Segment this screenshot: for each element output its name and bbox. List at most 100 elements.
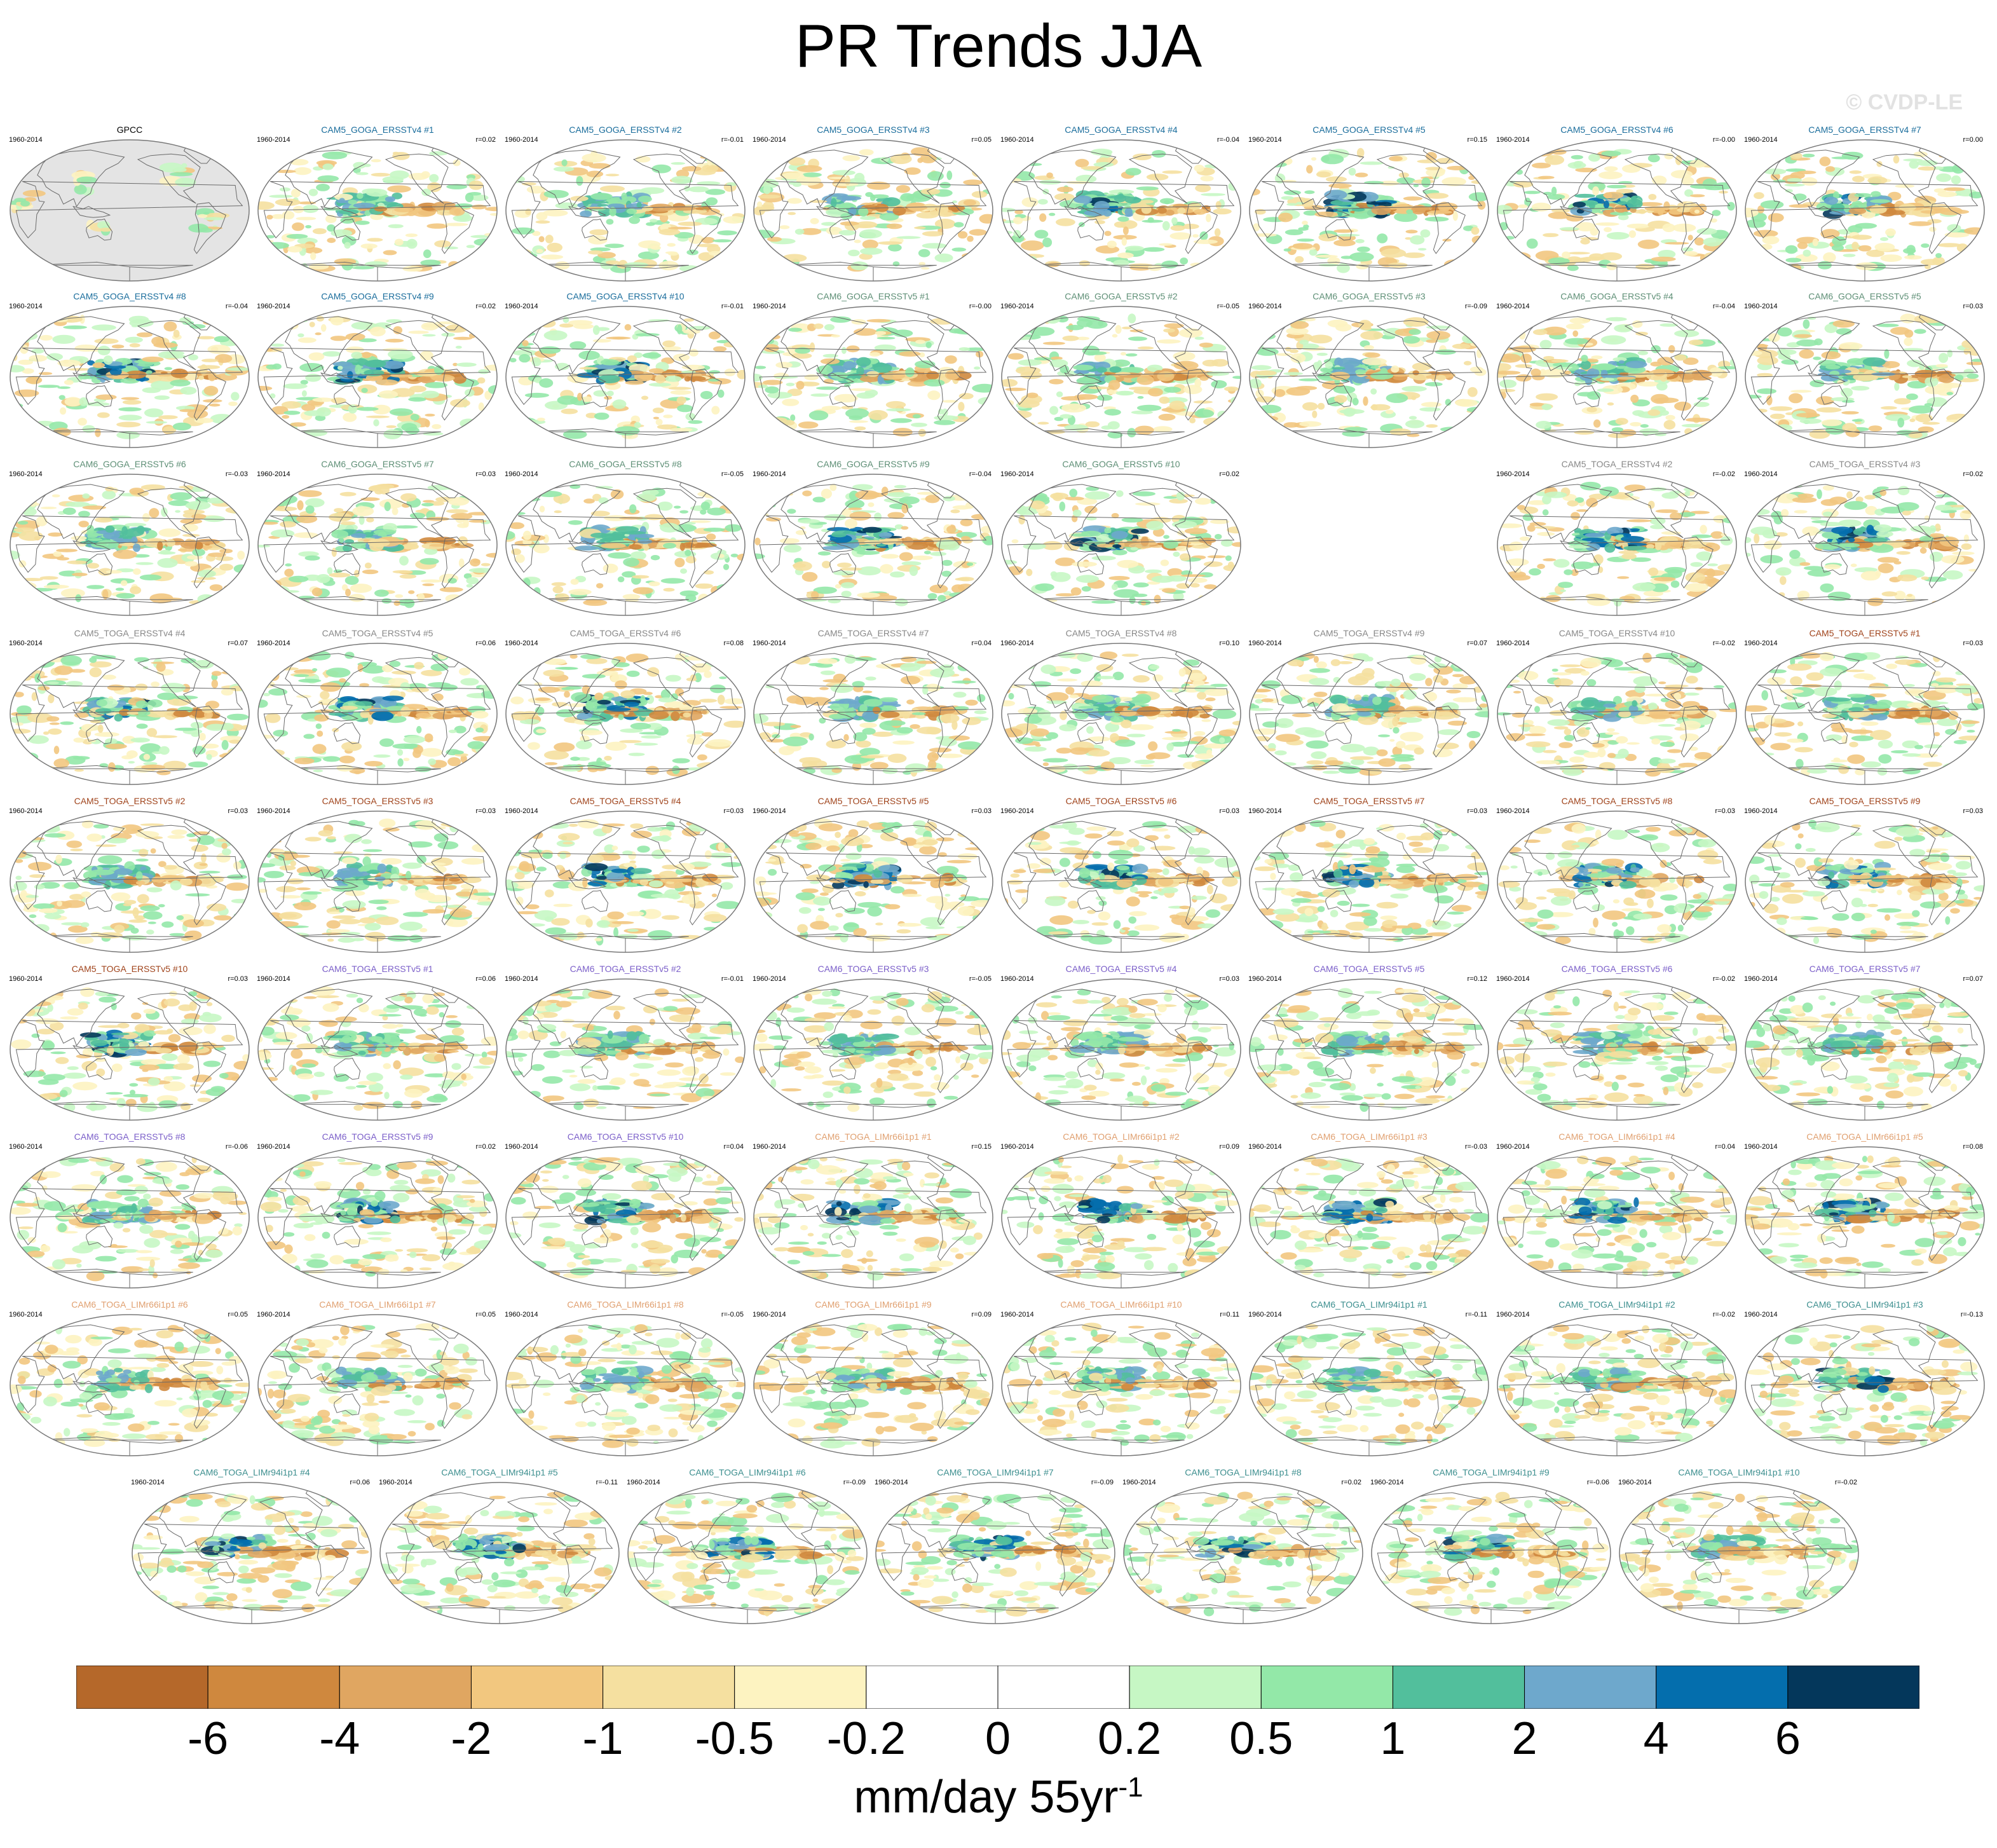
trend-blob: [680, 568, 687, 574]
trend-blob: [808, 410, 829, 421]
trend-blob: [392, 570, 413, 574]
trend-blob: [941, 570, 952, 577]
trend-blob: [636, 202, 642, 208]
trend-blob: [72, 572, 88, 577]
trend-blob: [1276, 432, 1295, 439]
trend-blob: [203, 212, 210, 215]
trend-blob: [1592, 186, 1599, 196]
trend-blob: [192, 548, 205, 556]
trend-blob: [130, 586, 142, 594]
trend-blob: [1302, 221, 1308, 225]
trend-blob: [339, 491, 357, 496]
trend-blob: [1421, 402, 1442, 407]
trend-blob: [275, 198, 301, 206]
trend-blob: [934, 420, 956, 425]
trend-blob: [569, 341, 587, 350]
trend-blob: [828, 177, 849, 179]
map-panel: CAM5_GOGA_ERSSTv4 #1 1960-2014 r=0.02: [257, 125, 498, 282]
trend-blob: [294, 532, 318, 538]
trend-blob: [308, 189, 318, 196]
trend-blob: [1096, 367, 1107, 373]
trend-blob: [921, 188, 941, 195]
trend-blob: [1398, 172, 1409, 178]
trend-blob: [39, 334, 53, 341]
trend-blob: [1639, 428, 1659, 434]
trend-blob: [1523, 191, 1541, 195]
trend-blob: [417, 593, 425, 602]
trend-blob: [392, 507, 399, 516]
trend-blob: [655, 374, 665, 384]
trend-blob: [573, 324, 594, 329]
trend-blob: [103, 355, 113, 365]
trend-blob: [1420, 229, 1431, 238]
trend-blob: [166, 538, 175, 547]
trend-blob: [118, 414, 142, 421]
trend-blob: [1951, 175, 1961, 185]
trend-blob: [305, 225, 311, 229]
trend-blob: [1801, 177, 1818, 186]
panel-title: CAM5_GOGA_ERSSTv4 #1: [321, 125, 434, 135]
trend-blob: [355, 221, 370, 225]
trend-blob: [583, 498, 595, 504]
trend-blob: [330, 336, 347, 341]
trend-blob: [943, 496, 955, 502]
trend-blob: [1471, 226, 1480, 235]
trend-blob: [481, 563, 491, 566]
coastline: [1077, 219, 1105, 241]
trend-blob: [1355, 239, 1365, 243]
trend-blob: [868, 502, 875, 507]
trend-blob: [1084, 505, 1098, 514]
trend-blob: [590, 193, 613, 200]
trend-blob: [348, 404, 357, 414]
trend-blob: [1840, 388, 1853, 397]
trend-blob: [163, 321, 177, 332]
trend-blob: [334, 508, 344, 513]
trend-blob: [1084, 491, 1110, 500]
trend-blob: [371, 159, 381, 163]
trend-blob: [606, 336, 631, 340]
coastline: [1064, 205, 1103, 218]
trend-blob: [1497, 371, 1521, 375]
panel-title: CAM6_GOGA_ERSSTv5 #4: [1560, 291, 1673, 301]
trend-blob: [1314, 254, 1338, 258]
trend-blob: [24, 197, 36, 202]
trend-blob: [146, 421, 168, 424]
map-panel: CAM6_GOGA_ERSSTv5 #2 1960-2014 r=-0.05: [1000, 291, 1242, 449]
trend-blob: [129, 488, 144, 495]
trend-blob: [506, 512, 526, 516]
trend-blob: [105, 525, 115, 533]
trend-blob: [1321, 155, 1330, 162]
trend-blob: [1147, 388, 1163, 397]
trend-blob: [1159, 396, 1170, 404]
trend-blob: [1365, 352, 1380, 358]
trend-blob: [1199, 231, 1208, 241]
trend-blob: [1402, 336, 1421, 344]
trend-blob: [454, 203, 473, 209]
trend-blob: [1002, 207, 1016, 212]
trend-blob: [1851, 386, 1870, 391]
trend-blob: [95, 428, 101, 437]
trend-blob: [1854, 193, 1872, 198]
trend-blob: [963, 200, 976, 206]
trend-blob: [1455, 399, 1478, 407]
trend-blob: [1419, 407, 1441, 412]
trend-blob: [1684, 189, 1693, 197]
trend-blob: [1764, 424, 1774, 434]
trend-blob: [57, 557, 70, 561]
trend-blob: [1009, 410, 1032, 419]
trend-blob: [679, 590, 699, 597]
world-map: [505, 139, 746, 282]
trend-blob: [526, 263, 541, 271]
trend-blob: [1360, 331, 1384, 340]
trend-blob: [1339, 409, 1365, 414]
trend-blob: [1354, 172, 1368, 177]
trend-blob: [209, 403, 221, 407]
trend-blob: [386, 425, 397, 428]
trend-blob: [561, 408, 578, 414]
panel-years: 1960-2014: [9, 136, 43, 144]
trend-blob: [637, 251, 659, 260]
trend-blob: [1808, 242, 1830, 249]
trend-blob: [667, 226, 693, 229]
trend-blob: [1194, 209, 1206, 215]
trend-blob: [1169, 400, 1185, 410]
